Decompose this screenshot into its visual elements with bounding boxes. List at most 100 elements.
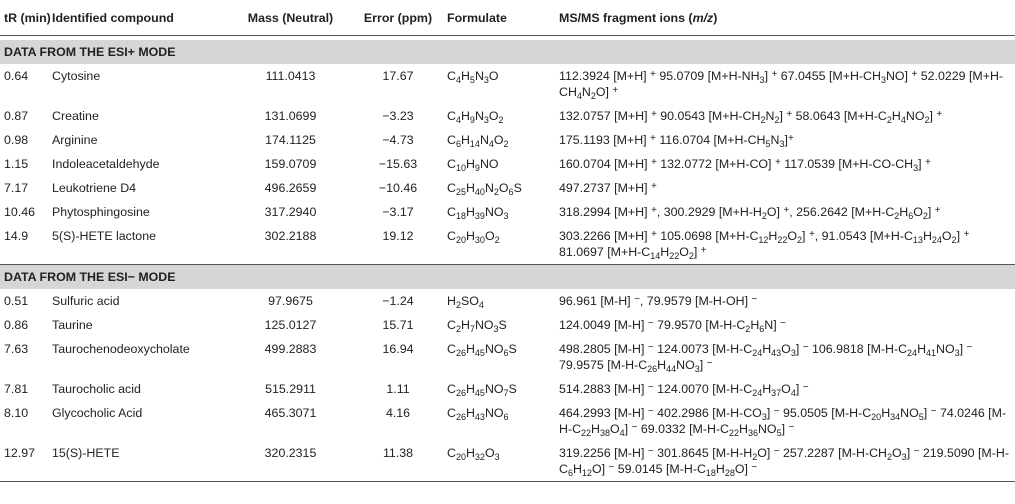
cell-tr: 0.86	[4, 318, 29, 332]
cell-compound: Phytosphingosine	[52, 205, 150, 219]
compound-table: tR (min) Identified compound Mass (Neutr…	[0, 0, 1015, 482]
cell-fragments: 132.0757 [M+H] + 90.0543 [M+H-CH2N2] + 5…	[559, 109, 943, 125]
cell-tr: 0.64	[4, 69, 29, 83]
cell-fragments: 160.0704 [M+H] + 132.0772 [M+H-CO] + 117…	[559, 157, 931, 173]
cell-tr: 7.81	[4, 382, 29, 396]
table-row: 0.64 Cytosine 111.0413 17.67 C4H5N3O 112.3924…	[0, 64, 1015, 104]
cell-error: 15.71	[382, 318, 414, 332]
cell-mass: 125.0127	[264, 318, 317, 332]
cell-fragments: 514.2883 [M-H] − 124.0070 [M-H-C24H37O4]…	[559, 382, 809, 398]
cell-compound: Leukotriene D4	[52, 181, 137, 195]
cell-mass: 111.0413	[265, 69, 316, 83]
cell-compound: 5(S)-HETE lactone	[52, 229, 156, 243]
table-row: 12.97 15(S)-HETE 320.2315 11.38 C20H32O3 319.…	[0, 441, 1015, 482]
cell-mass: 97.9675	[268, 294, 313, 308]
cell-formula: C18H39NO3	[447, 205, 509, 221]
header-mass: Mass (Neutral)	[228, 0, 353, 36]
cell-compound: Sulfuric acid	[52, 294, 120, 308]
cell-fragments: 175.1193 [M+H] + 116.0704 [M+H-CH5N3]+	[559, 133, 794, 149]
cell-formula: C25H40N2O6S	[447, 181, 522, 197]
separator-cell	[0, 264, 1015, 265]
cell-formula: C26H43NO6	[447, 406, 509, 422]
cell-compound: Taurochenodeoxycholate	[52, 342, 190, 356]
cell-mass: 159.0709	[264, 157, 317, 171]
cell-tr: 0.87	[4, 109, 29, 123]
header-row: tR (min) Identified compound Mass (Neutr…	[0, 0, 1015, 36]
cell-error: −4.73	[382, 133, 414, 147]
cell-tr: 7.63	[4, 342, 29, 356]
cell-mass: 317.2940	[264, 205, 317, 219]
header-formulate: Formulate	[443, 0, 555, 36]
table-row: 8.10 Glycocholic Acid 465.3071 4.16 C26H43NO…	[0, 401, 1015, 441]
cell-formula: H2SO4	[447, 294, 484, 310]
cell-mass: 302.2188	[264, 229, 317, 243]
section-title: DATA FROM THE ESI− MODE	[0, 265, 1015, 289]
cell-error: −3.23	[382, 109, 414, 123]
cell-fragments: 124.0049 [M-H] − 79.9570 [M-H-C2H6N] −	[559, 318, 786, 334]
table-row: 7.63 Taurochenodeoxycholate 499.2883 16.94 C…	[0, 337, 1015, 377]
cell-error: 16.94	[382, 342, 414, 356]
header-error: Error (ppm)	[353, 0, 443, 36]
cell-fragments: 318.2994 [M+H] +, 300.2929 [M+H-H2O] +, …	[559, 205, 941, 221]
cell-fragments: 498.2805 [M-H] − 124.0073 [M-H-C24H43O3]…	[559, 342, 973, 374]
header-tr: tR (min)	[0, 0, 51, 36]
cell-mass: 465.3071	[264, 406, 317, 420]
section-header: DATA FROM THE ESI− MODE	[0, 265, 1015, 289]
cell-error: 4.16	[385, 406, 411, 420]
table-row: 10.46 Phytosphingosine 317.2940 −3.17 C18H39…	[0, 200, 1015, 224]
cell-error: 17.67	[382, 69, 414, 83]
cell-tr: 1.15	[4, 157, 29, 171]
cell-compound: 15(S)-HETE	[48, 441, 228, 482]
cell-compound: Creatine	[52, 109, 99, 123]
cell-error: −10.46	[378, 181, 418, 195]
cell-compound: Glycocholic Acid	[52, 406, 143, 420]
cell-tr: 0.98	[4, 133, 29, 147]
cell-fragments: 303.2266 [M+H] + 105.0698 [M+H-C12H22O2]…	[559, 229, 970, 261]
section-header: DATA FROM THE ESI+ MODE	[0, 40, 1015, 64]
section-title: DATA FROM THE ESI+ MODE	[0, 40, 1015, 64]
table-row: 7.81 Taurocholic acid 515.2911 1.11 C26H45NO…	[0, 377, 1015, 401]
table-body: DATA FROM THE ESI+ MODE 0.64 Cytosine 111.0…	[0, 36, 1015, 482]
table-row: 0.98 Arginine 174.1125 −4.73 C6H14N4O2 175.11…	[0, 128, 1015, 152]
cell-formula: C20H30O2	[447, 229, 500, 245]
table-row: 0.86 Taurine 125.0127 15.71 C2H7NO3S 124.0049…	[0, 313, 1015, 337]
cell-fragments: 112.3924 [M+H] + 95.0709 [M+H-NH3] + 67.…	[559, 69, 1004, 101]
cell-mass: 174.1125	[265, 133, 316, 147]
cell-tr: 7.17	[4, 181, 29, 195]
cell-tr: 12.97	[0, 441, 48, 482]
cell-compound: Taurine	[52, 318, 93, 332]
cell-tr: 8.10	[4, 406, 29, 420]
cell-formula: C26H45NO7S	[447, 382, 517, 398]
cell-tr: 0.51	[4, 294, 29, 308]
cell-fragments: 96.961 [M-H] −, 79.9579 [M-H-OH] −	[559, 294, 758, 308]
cell-tr: 14.9	[4, 229, 29, 243]
cell-mass: 131.0699	[264, 109, 317, 123]
cell-error: 1.11	[386, 382, 410, 396]
header-compound: Identified compound	[48, 0, 228, 36]
table-row: 1.15 Indoleacetaldehyde 159.0709 −15.63 C10H…	[0, 152, 1015, 176]
section-separator	[0, 264, 1015, 265]
cell-formula: C10H9NO	[447, 157, 499, 173]
table-row: 0.51 Sulfuric acid 97.9675 −1.24 H2SO4 96.961…	[0, 289, 1015, 313]
table-row: 0.87 Creatine 131.0699 −3.23 C4H9N3O2 132.075…	[0, 104, 1015, 128]
cell-mass: 515.2911	[265, 382, 316, 396]
cell-formula: C20H32O3	[443, 441, 555, 482]
cell-compound: Taurocholic acid	[52, 382, 141, 396]
cell-fragments: 464.2993 [M-H] − 402.2986 [M-H-CO3] − 95…	[559, 406, 1007, 438]
cell-formula: C4H9N3O2	[447, 109, 504, 125]
cell-formula: C4H5N3O	[447, 69, 499, 85]
cell-mass: 499.2883	[264, 342, 317, 356]
cell-compound: Arginine	[52, 133, 98, 147]
cell-formula: C26H45NO6S	[447, 342, 517, 358]
cell-compound: Cytosine	[52, 69, 101, 83]
cell-formula: C2H7NO3S	[447, 318, 507, 334]
cell-fragments: 319.2256 [M-H] − 301.8645 [M-H-H2O] − 25…	[555, 441, 1015, 482]
cell-compound: Indoleacetaldehyde	[52, 157, 160, 171]
cell-error: −15.63	[378, 157, 418, 171]
cell-error: 11.38	[353, 441, 443, 482]
cell-mass: 496.2659	[264, 181, 317, 195]
cell-tr: 10.46	[4, 205, 36, 219]
cell-error: 19.12	[382, 229, 414, 243]
cell-error: −1.24	[382, 294, 414, 308]
table-row: 14.9 5(S)-HETE lactone 302.2188 19.12 C20H30…	[0, 224, 1015, 265]
